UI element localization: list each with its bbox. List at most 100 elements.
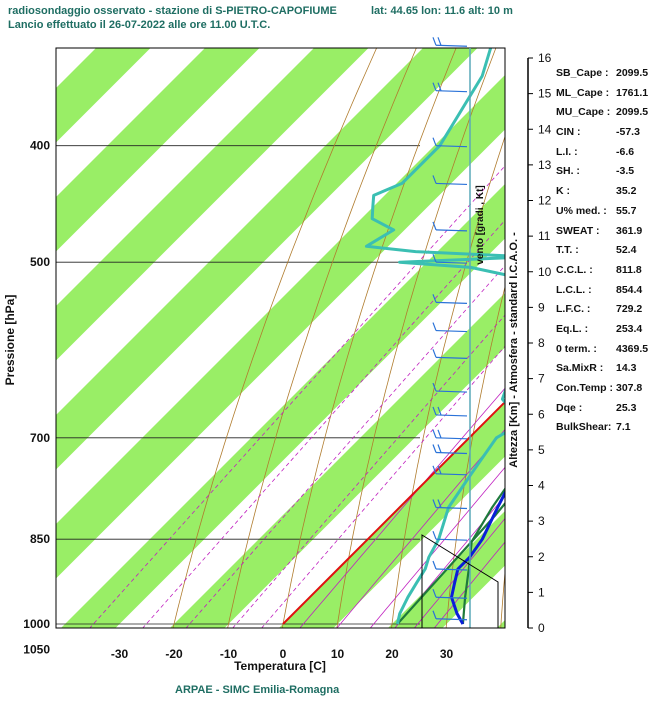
mixing-ratio-line [261,345,505,628]
longitude: lon: 11.6 [421,5,466,17]
wind-barbs: vento [gradi , Kt] [421,37,499,629]
stat-value: 253.4 [616,322,643,335]
stability-indices: SB_Cape : 2099.5 ML_Cape : 1761.1 MU_Cape : 2… [556,64,660,438]
stat-value: 35.2 [616,185,637,198]
wind-barb [435,356,468,359]
mixing-ratio-line [232,314,505,628]
dry-adiabat [172,48,378,628]
stat-row: L.I. : -6.6 [556,143,660,163]
pressure-tick-label: 700 [30,431,50,445]
stat-value: 811.8 [616,263,642,276]
stat-label: MU_Cape : [556,106,611,119]
isotherm-band [56,48,151,143]
temperature-tick-label: 0 [280,647,287,661]
wind-barb-flag [437,406,442,416]
wind-barb-flag [432,610,437,619]
stat-row: SH. : -3.5 [556,162,660,182]
wind-barb-flag [432,294,437,303]
stat-row: L.C.L. : 854.4 [556,281,660,301]
height-tick-label: 9 [538,300,545,314]
wind-barb-flag [432,175,437,184]
mixing-ratio-line [336,428,505,628]
mixed-layer-parcel-line [396,501,505,625]
wind-barb-flag [437,465,442,475]
stat-label: SB_Cape : [556,67,609,79]
wind-axis-label: vento [gradi , Kt] [475,185,486,264]
dewpoint-line [364,48,505,625]
wind-barb-flag [437,37,442,46]
temperature-line [450,489,505,625]
wind-barb [435,301,468,304]
height-tick-label: 7 [538,372,545,386]
stat-label: Eq.L. : [556,322,589,335]
stat-value: -6.6 [616,145,635,158]
pressure-tick-label: 1000 [23,617,50,631]
stat-label: 0 term. : [556,342,597,355]
height-tick-label: 11 [538,229,551,243]
height-tick-label: 0 [538,621,545,635]
stat-row: Dqe : 25.3 [556,399,660,419]
stat-label: L.F.C. : [556,303,591,316]
stat-label: SH. : [556,165,580,178]
wind-barb-flag [437,429,442,439]
wind-barb-flag [432,530,437,540]
isotherm-band [169,293,505,628]
wind-barb [435,538,468,541]
pressure-tick-label: 500 [30,255,50,269]
wind-barb-flag [432,465,437,475]
height-tick-label: 14 [538,122,552,136]
wind-barb [435,329,468,333]
mixing-ratio-line [89,165,505,628]
pressure-tick-label: 400 [30,139,50,153]
isotherm-band [56,75,505,579]
stat-row: CIN : -57.3 [556,123,660,143]
station-prefix: radiosondaggio osservato - stazione di [8,5,213,17]
stat-row: K : 35.2 [556,182,660,202]
stat-row: U% med. : 55.7 [556,202,660,222]
mixing-ratio-line [185,265,505,628]
wind-barb [435,506,468,510]
height-tick-label: 12 [538,194,552,208]
stat-label: SWEAT : [556,224,600,237]
wind-barb [435,229,468,232]
stat-label: CIN : [556,126,581,139]
height-tick-label: 5 [538,443,545,457]
isotherm-band [56,48,369,361]
dry-adiabat [336,48,497,628]
stat-label: Con.Temp : [556,382,613,394]
stat-value: 2099.5 [616,106,649,119]
stat-label: T.T. : [556,244,579,257]
surface-box [421,534,499,629]
height-tick-label: 3 [538,514,545,528]
wind-barb-flag [432,406,437,416]
dry-adiabat [281,48,457,628]
header: radiosondaggio osservato - stazione di S… [8,4,658,32]
temperature-tick-label: -30 [111,647,129,661]
wind-barb [435,473,468,476]
mixing-ratio-line [433,541,505,628]
stat-row: T.T. : 52.4 [556,241,660,261]
wind-barb-flag [432,82,437,91]
temperature-tick-label: 10 [331,647,345,661]
isotherm-band [60,184,505,628]
stat-row: Con.Temp :307.8 [556,379,660,399]
height-tick-label: 6 [538,407,545,421]
stat-value: 729.2 [616,303,643,316]
altitude: alt: 10 m [468,5,513,17]
isotherm-band [56,48,478,470]
stat-label: Sa.MixR : [556,362,604,375]
stat-row: SB_Cape : 2099.5 [556,64,660,84]
stat-value: 361.9 [616,224,643,237]
stat-value: 854.4 [616,283,643,296]
stat-label: ML_Cape : [556,86,610,99]
wind-barb [435,414,468,417]
stat-label: BulkShear: [556,421,612,434]
wind-barb-flag [432,444,437,453]
wind-barb [435,596,468,599]
stat-value: -3.5 [616,165,635,178]
temperature-tick-label: 20 [385,647,399,661]
footer: ARPAE - SIMC Emilia-Romagna [175,684,340,696]
height-tick-label: 13 [538,158,552,172]
stat-row: C.C.L. : 811.8 [556,261,660,281]
stat-value: 55.7 [616,204,637,217]
